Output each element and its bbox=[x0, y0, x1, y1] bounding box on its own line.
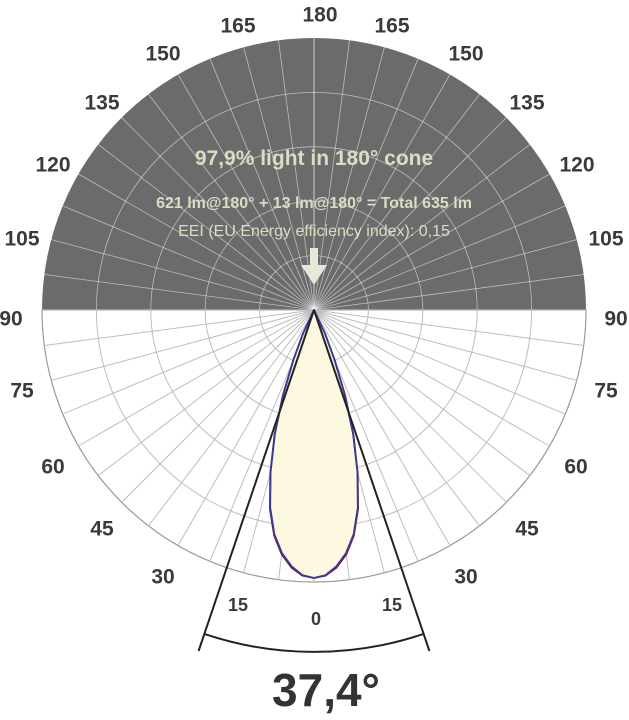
lower-grid-spoke bbox=[78, 309, 315, 447]
info-cone-percentage: 97,9% light in 180° cone bbox=[195, 147, 433, 170]
upper-grid-spoke bbox=[313, 74, 451, 311]
upper-grid-spoke bbox=[313, 274, 584, 311]
angle-label: 135 bbox=[509, 92, 544, 115]
upper-grid-spoke bbox=[313, 117, 507, 311]
angle-label: 150 bbox=[448, 43, 483, 66]
angle-label: 30 bbox=[454, 566, 477, 589]
beam-angle-indicator bbox=[197, 309, 431, 653]
lower-grid-spoke bbox=[51, 309, 315, 381]
angle-label: 60 bbox=[41, 456, 64, 479]
angle-label: 105 bbox=[588, 228, 623, 251]
upper-grid-spoke bbox=[121, 117, 315, 311]
lower-grid-spoke bbox=[313, 309, 550, 447]
intensity-curve-2 bbox=[269, 309, 359, 579]
upper-grid-spoke bbox=[313, 93, 480, 311]
upper-grid-spoke bbox=[177, 74, 315, 311]
info-eei: EEI (EU Energy efficiency index): 0,15 bbox=[178, 223, 450, 240]
upper-grid-spoke bbox=[313, 239, 577, 311]
lower-grid-spoke bbox=[62, 309, 315, 415]
angle-label: 75 bbox=[10, 380, 34, 403]
angle-label: 105 bbox=[4, 228, 39, 251]
lower-grid-spoke bbox=[313, 309, 451, 546]
angle-label: 15 bbox=[382, 595, 402, 615]
angle-label: 165 bbox=[374, 15, 409, 38]
upper-grid-spoke bbox=[148, 93, 315, 311]
lower-grid-spoke bbox=[313, 309, 507, 503]
lower-grid-spoke bbox=[313, 309, 577, 381]
upper-grid-spoke bbox=[62, 205, 315, 311]
lower-grid-spoke bbox=[313, 309, 584, 346]
down-arrow-icon bbox=[301, 248, 327, 285]
angle-label: 45 bbox=[515, 518, 539, 541]
upper-grid-spoke bbox=[97, 144, 315, 311]
angle-label: 90 bbox=[604, 308, 627, 331]
angle-label: 135 bbox=[84, 92, 119, 115]
beam-line-left bbox=[197, 309, 315, 652]
upper-grid-spoke bbox=[78, 173, 315, 311]
beam-line-right bbox=[313, 309, 431, 652]
upper-grid-spoke bbox=[44, 274, 315, 311]
upper-grid-spoke bbox=[313, 58, 419, 311]
angle-label: 165 bbox=[220, 15, 255, 38]
lower-grid-spoke bbox=[313, 309, 480, 527]
info-lumen-total: 621 lm@180° + 13 lm@180° = Total 635 lm bbox=[156, 195, 472, 212]
beam-angle-value: 37,4° bbox=[272, 664, 380, 716]
beam-arc bbox=[204, 632, 424, 653]
lower-grid-spoke bbox=[177, 309, 315, 546]
lower-grid-spoke bbox=[44, 309, 315, 346]
lower-grid-spoke bbox=[313, 309, 531, 476]
angle-label: 180 bbox=[302, 4, 337, 27]
angle-label: 60 bbox=[564, 456, 587, 479]
angle-label: 75 bbox=[594, 380, 618, 403]
upper-grid-spoke bbox=[313, 205, 566, 311]
upper-grid-spoke bbox=[313, 173, 550, 311]
lower-grid-spoke bbox=[313, 309, 566, 415]
lower-grid-spoke bbox=[148, 309, 315, 527]
angle-label: 45 bbox=[90, 518, 114, 541]
angle-label: 120 bbox=[559, 154, 594, 177]
upper-grid-spoke bbox=[313, 144, 531, 311]
angle-label: 30 bbox=[151, 566, 174, 589]
angle-label: 0 bbox=[311, 609, 321, 629]
upper-grid-spoke bbox=[209, 58, 315, 311]
upper-grid-spoke bbox=[51, 239, 315, 311]
lower-grid-spoke bbox=[97, 309, 315, 476]
angle-label: 150 bbox=[145, 43, 180, 66]
angle-labels: 1801651501351201059075604530150165150135… bbox=[0, 4, 628, 629]
angle-label: 120 bbox=[35, 154, 70, 177]
upper-hemisphere bbox=[42, 38, 586, 311]
angle-label: 90 bbox=[0, 308, 23, 331]
lower-grid-spoke bbox=[121, 309, 315, 503]
angle-label: 15 bbox=[228, 595, 248, 615]
